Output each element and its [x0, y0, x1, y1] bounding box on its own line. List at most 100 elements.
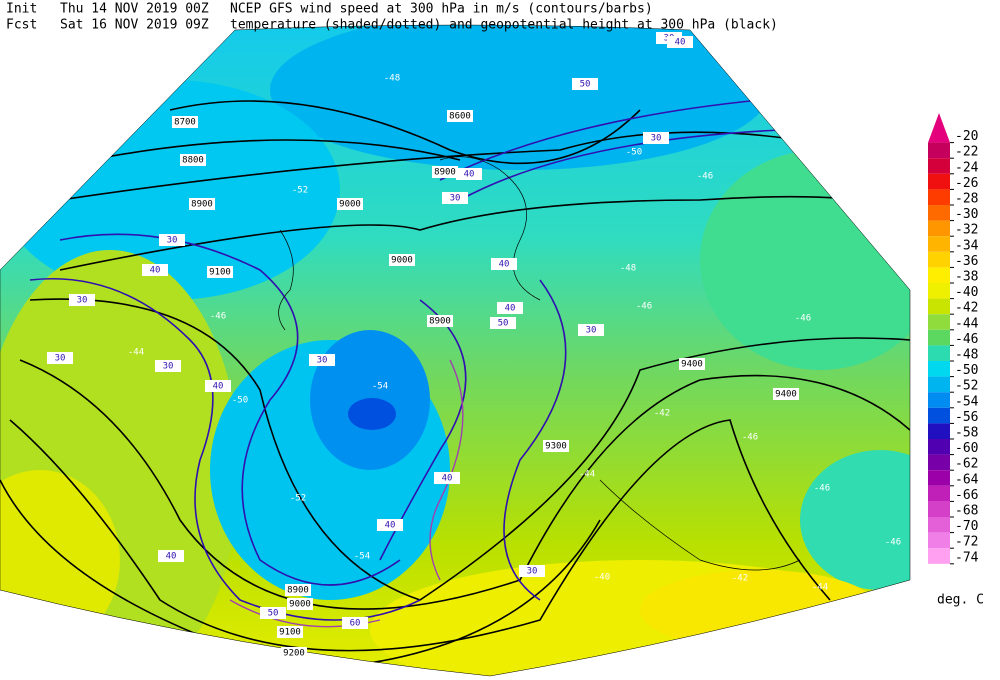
header: Init Thu 14 NOV 2019 00Z NCEP GFS wind s…: [6, 2, 778, 33]
colorbar-box: [928, 485, 950, 502]
wind-label: 40: [505, 304, 516, 314]
label-bg: [773, 388, 799, 400]
colorbar-label: -44: [955, 316, 979, 331]
height-label: 9000: [289, 600, 311, 610]
colorbar-label: -34: [955, 238, 979, 253]
fcst-time: Sat 16 NOV 2019 09Z: [60, 18, 209, 33]
colorbar-label: -26: [955, 176, 978, 191]
header-line: NCEP GFS wind speed at 300 hPa in m/s (c…: [230, 2, 653, 17]
map-domain: [0, 25, 910, 676]
wind-label: 40: [499, 260, 510, 270]
colorbar-box: [928, 267, 950, 283]
label-bg: [490, 317, 516, 329]
label-bg: [578, 324, 604, 336]
wind-label: 30: [651, 134, 662, 144]
label-bg: [158, 550, 184, 562]
height-label: 8700: [174, 118, 196, 128]
colorbar-box: [928, 220, 950, 237]
colorbar-label: -38: [955, 270, 978, 285]
label-bg: [543, 440, 569, 452]
height-label: 9200: [283, 649, 305, 659]
colorbar-label: -32: [955, 223, 978, 238]
wind-label: 40: [166, 552, 177, 562]
temperature-label: -48: [384, 74, 400, 84]
colorbar-label: -30: [955, 207, 978, 222]
label-bg: [69, 294, 95, 306]
label-bg: [679, 358, 705, 370]
wind-label: 50: [580, 80, 591, 90]
colorbar-box: [928, 548, 950, 564]
colorbar-label: -54: [955, 394, 979, 409]
wind-label: 30: [167, 236, 178, 246]
colorbar-label: -60: [955, 441, 978, 456]
wind-label: 40: [150, 266, 161, 276]
colorbar-label: -66: [955, 488, 978, 503]
colorbar-box: [928, 376, 950, 393]
colorbar-label: -56: [955, 410, 978, 425]
colorbar-box: [928, 361, 950, 377]
colorbar-label: -52: [955, 379, 978, 394]
label-bg: [519, 565, 545, 577]
colorbar-label: -68: [955, 504, 978, 519]
temperature-label: -48: [620, 264, 636, 274]
colorbar-box: [928, 532, 950, 549]
height-label: 8900: [429, 317, 451, 327]
colorbar-label: -22: [955, 145, 978, 160]
label-bg: [47, 352, 73, 364]
wind-label: 40: [213, 382, 224, 392]
wind-label: 30: [586, 326, 597, 336]
label-bg: [189, 198, 215, 210]
wind-label: 40: [385, 521, 396, 531]
colorbar-label: -50: [955, 363, 978, 378]
height-label: 8900: [287, 586, 309, 596]
temperature-label: -50: [232, 396, 248, 406]
label-bg: [442, 192, 468, 204]
colorbar-label: -28: [955, 192, 978, 207]
colorbar-box: [928, 251, 950, 268]
wind-label: 30: [527, 567, 538, 577]
colorbar-box: [928, 173, 950, 190]
label-bg: [667, 36, 693, 48]
fcst-label: Fcst: [6, 18, 37, 33]
temperature-label: -40: [594, 573, 610, 583]
temperature-label: -52: [292, 186, 308, 196]
colorbar-label: -74: [955, 550, 979, 565]
wind-label: 40: [464, 170, 475, 180]
colorbar-box: [928, 392, 950, 408]
colorbar-label: -40: [955, 285, 978, 300]
colorbar-box: [928, 501, 950, 517]
temperature-label: -46: [697, 172, 713, 182]
colorbar-box: [928, 158, 950, 174]
label-bg: [342, 617, 368, 629]
height-label: 9400: [681, 360, 703, 370]
wind-label: 30: [450, 194, 461, 204]
temperature-label: -42: [654, 409, 670, 419]
label-bg: [572, 78, 598, 90]
label-bg: [260, 607, 286, 619]
label-bg: [497, 302, 523, 314]
height-label: 8900: [434, 168, 456, 178]
label-bg: [389, 254, 415, 266]
height-label: 8900: [191, 200, 213, 210]
wind-label: 30: [317, 356, 328, 366]
label-bg: [309, 354, 335, 366]
colorbar-box: [928, 205, 950, 221]
wind-label: 30: [163, 362, 174, 372]
temperature-label: -44: [579, 470, 595, 480]
temperature-label: -52: [290, 494, 306, 504]
label-bg: [434, 472, 460, 484]
wind-label: 50: [268, 609, 279, 619]
temperature-label: -44: [812, 583, 828, 593]
height-label: 9100: [209, 268, 231, 278]
temperature-label: -46: [210, 312, 226, 322]
colorbar-label: -48: [955, 348, 978, 363]
height-label: 9000: [339, 200, 361, 210]
colorbar-label: -62: [955, 457, 978, 472]
wind-label: 40: [442, 474, 453, 484]
label-bg: [281, 647, 307, 659]
colorbar-box: [928, 314, 950, 330]
colorbar-box: [928, 142, 950, 159]
label-bg: [159, 234, 185, 246]
wind-label: 30: [55, 354, 66, 364]
wind-label: 40: [675, 38, 686, 48]
